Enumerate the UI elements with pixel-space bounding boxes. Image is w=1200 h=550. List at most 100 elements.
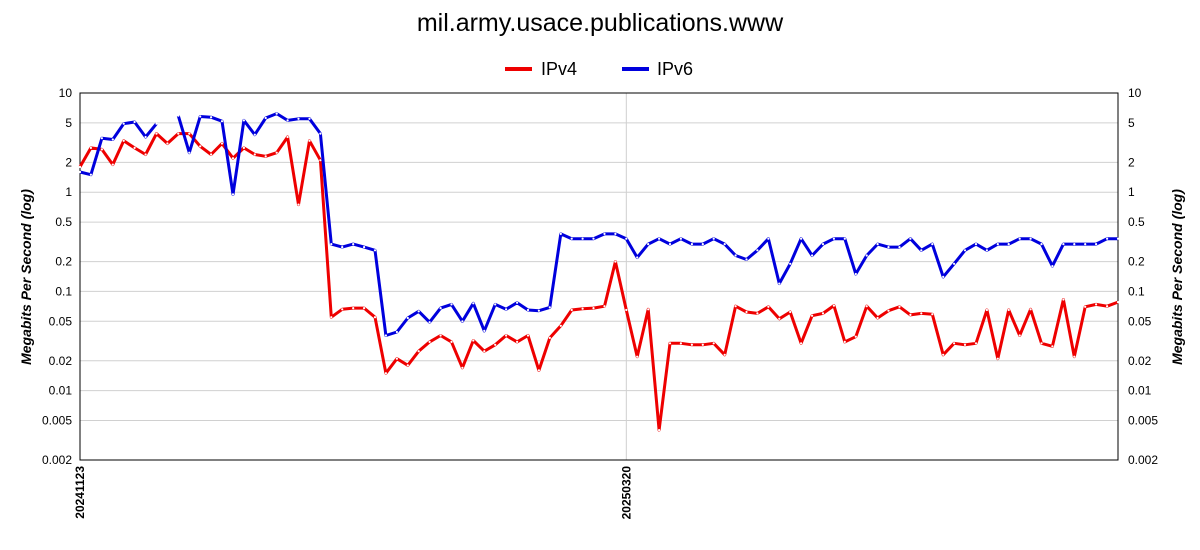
- data-point-ipv6: [199, 115, 202, 118]
- data-point-ipv6: [242, 119, 245, 122]
- data-point-ipv6: [188, 151, 191, 154]
- data-point-ipv6: [647, 243, 650, 246]
- data-point-ipv4: [898, 305, 901, 308]
- data-point-ipv4: [308, 139, 311, 142]
- data-point-ipv4: [395, 357, 398, 360]
- data-point-ipv6: [931, 243, 934, 246]
- data-point-ipv6: [712, 237, 715, 240]
- x-tick-label: 20241123: [73, 466, 87, 519]
- data-point-ipv4: [1029, 308, 1032, 311]
- data-point-ipv6: [920, 249, 923, 252]
- data-point-ipv4: [1018, 334, 1021, 337]
- data-point-ipv6: [450, 303, 453, 306]
- data-point-ipv6: [996, 243, 999, 246]
- data-point-ipv4: [373, 316, 377, 319]
- data-point-ipv4: [854, 335, 857, 338]
- data-point-ipv4: [592, 307, 595, 310]
- data-point-ipv6: [483, 329, 486, 332]
- y-tick-label: 1: [65, 185, 72, 199]
- data-point-ipv4: [789, 310, 792, 314]
- data-point-ipv6: [668, 243, 672, 246]
- legend: IPv4 IPv6: [505, 59, 693, 79]
- data-point-ipv4: [264, 155, 267, 158]
- data-point-ipv4: [920, 312, 923, 315]
- data-point-ipv6: [319, 132, 322, 135]
- chart-title: mil.army.usace.publications.www: [417, 9, 784, 37]
- data-point-ipv6: [100, 137, 103, 140]
- data-point-ipv6: [537, 309, 541, 312]
- data-point-ipv6: [155, 122, 158, 125]
- data-point-ipv6: [516, 301, 519, 304]
- data-point-ipv4: [1073, 355, 1076, 358]
- data-point-ipv6: [78, 170, 82, 174]
- data-point-ipv6: [876, 243, 879, 246]
- data-point-ipv4: [1040, 342, 1043, 345]
- y-tick-label: 10: [59, 86, 73, 100]
- data-point-ipv6: [428, 321, 431, 324]
- data-point-ipv4: [843, 340, 846, 343]
- data-point-ipv4: [800, 342, 803, 345]
- data-point-ipv4: [909, 313, 912, 316]
- data-point-ipv6: [778, 282, 781, 285]
- data-point-ipv6: [439, 307, 442, 310]
- data-point-ipv4: [199, 145, 202, 148]
- y-axis-label-left: Megabits Per Second (log): [18, 189, 34, 365]
- data-point-ipv4: [461, 366, 464, 369]
- data-point-ipv4: [330, 316, 333, 319]
- data-point-ipv4: [417, 350, 420, 353]
- data-point-ipv6: [865, 254, 868, 257]
- data-point-ipv4: [1084, 305, 1087, 308]
- data-point-ipv6: [942, 275, 945, 278]
- data-point-ipv4: [242, 146, 245, 149]
- data-point-ipv4: [942, 353, 945, 356]
- data-point-ipv6: [144, 135, 147, 139]
- data-point-ipv4: [876, 316, 879, 320]
- data-point-ipv6: [701, 243, 704, 246]
- y-tick-label: 0.5: [55, 215, 72, 229]
- data-point-ipv4: [865, 305, 868, 308]
- data-point-ipv6: [1018, 237, 1021, 240]
- y-tick-label: 0.05: [49, 314, 73, 328]
- y-tick-label: 0.1: [55, 284, 72, 298]
- data-point-ipv6: [275, 112, 278, 115]
- y-tick-label: 0.002: [1128, 453, 1158, 467]
- data-point-ipv6: [505, 308, 508, 311]
- data-point-ipv6: [658, 237, 661, 240]
- y-tick-label: 5: [1128, 116, 1135, 130]
- data-point-ipv4: [778, 317, 781, 320]
- data-point-ipv6: [1106, 237, 1109, 240]
- data-point-ipv4: [450, 340, 453, 343]
- data-point-ipv4: [974, 342, 978, 345]
- data-point-ipv4: [756, 312, 759, 315]
- series-layer: [78, 112, 1120, 432]
- data-point-ipv6: [384, 334, 387, 337]
- data-point-ipv4: [220, 142, 224, 145]
- data-point-ipv4: [701, 343, 704, 346]
- data-point-ipv6: [286, 119, 289, 122]
- data-point-ipv4: [559, 324, 562, 327]
- data-point-ipv4: [745, 310, 748, 314]
- data-point-ipv6: [122, 122, 125, 125]
- data-point-ipv4: [177, 132, 180, 135]
- data-point-ipv4: [133, 146, 136, 149]
- data-point-ipv4: [406, 364, 409, 367]
- data-point-ipv4: [1062, 298, 1065, 301]
- y-tick-label: 10: [1128, 86, 1142, 100]
- data-point-ipv4: [89, 146, 92, 149]
- y-tick-label: 0.02: [1128, 354, 1152, 368]
- data-point-ipv4: [526, 334, 530, 337]
- data-point-ipv6: [1116, 237, 1120, 240]
- y-axis-label-right: Megabits Per Second (log): [1169, 189, 1185, 365]
- data-point-ipv4: [811, 314, 814, 317]
- data-point-ipv4: [537, 369, 541, 372]
- data-point-ipv6: [963, 249, 967, 252]
- y-tick-label: 0.005: [42, 414, 72, 428]
- data-point-ipv6: [854, 272, 857, 276]
- data-point-ipv6: [734, 254, 737, 257]
- data-point-ipv4: [188, 132, 191, 135]
- data-point-ipv6: [472, 302, 475, 305]
- y-axis-left: 10 5 2 1 0.5 0.2 0.1 0.05 0.02 0.01 0.005 0.002: [42, 86, 72, 467]
- data-point-ipv6: [756, 249, 759, 252]
- data-point-ipv6: [745, 258, 748, 261]
- data-point-ipv4: [111, 163, 114, 166]
